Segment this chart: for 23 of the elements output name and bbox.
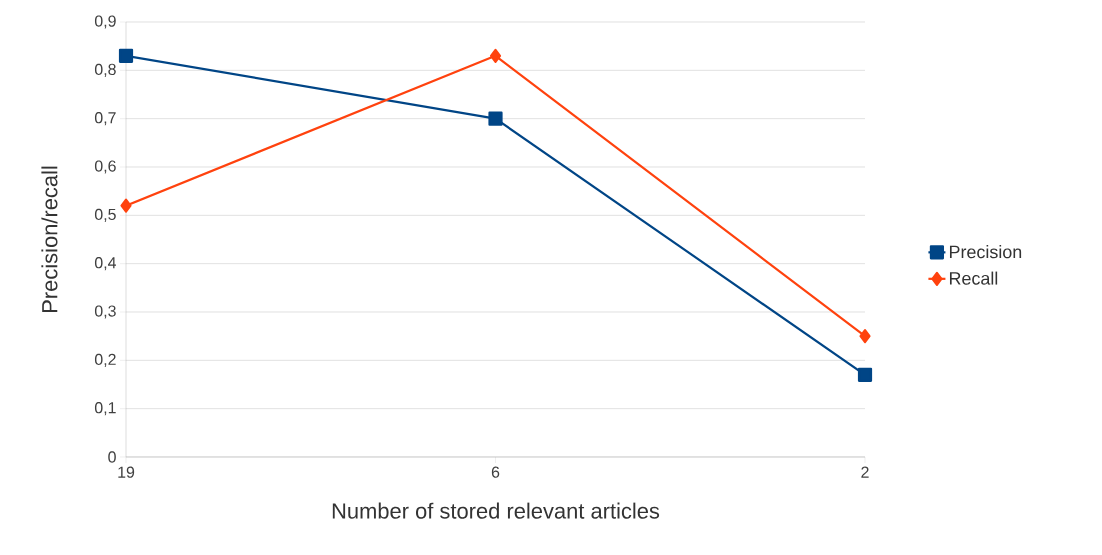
point	[489, 48, 502, 63]
y-tick-label: 0,7	[94, 112, 116, 126]
point	[118, 48, 134, 63]
y-tick-label: 0,8	[94, 63, 116, 77]
point	[120, 198, 132, 213]
y-axis-title: Precision/recall	[41, 166, 58, 312]
y-tick-label: 0,1	[94, 402, 116, 416]
legend-label: Recall	[949, 271, 998, 285]
y-tick-label: 0,9	[94, 15, 116, 29]
point	[857, 367, 873, 382]
y-tick-label: 0,3	[94, 305, 116, 319]
y-tick-label: 0,5	[94, 208, 116, 222]
y-tick-label: 0,4	[94, 257, 117, 271]
y-tick-label: 0,2	[94, 353, 116, 367]
point	[488, 111, 503, 126]
x-axis-title: Number of stored relevant articles	[332, 502, 660, 519]
point	[859, 329, 871, 344]
y-tick-label: 0	[108, 451, 116, 463]
y-tick-label: 0,6	[94, 160, 116, 174]
x-tick-label: 19	[118, 466, 135, 478]
legend-label: Precision	[949, 245, 1022, 259]
x-tick-label: 6	[491, 466, 500, 478]
x-tick-label: 2	[861, 466, 869, 478]
